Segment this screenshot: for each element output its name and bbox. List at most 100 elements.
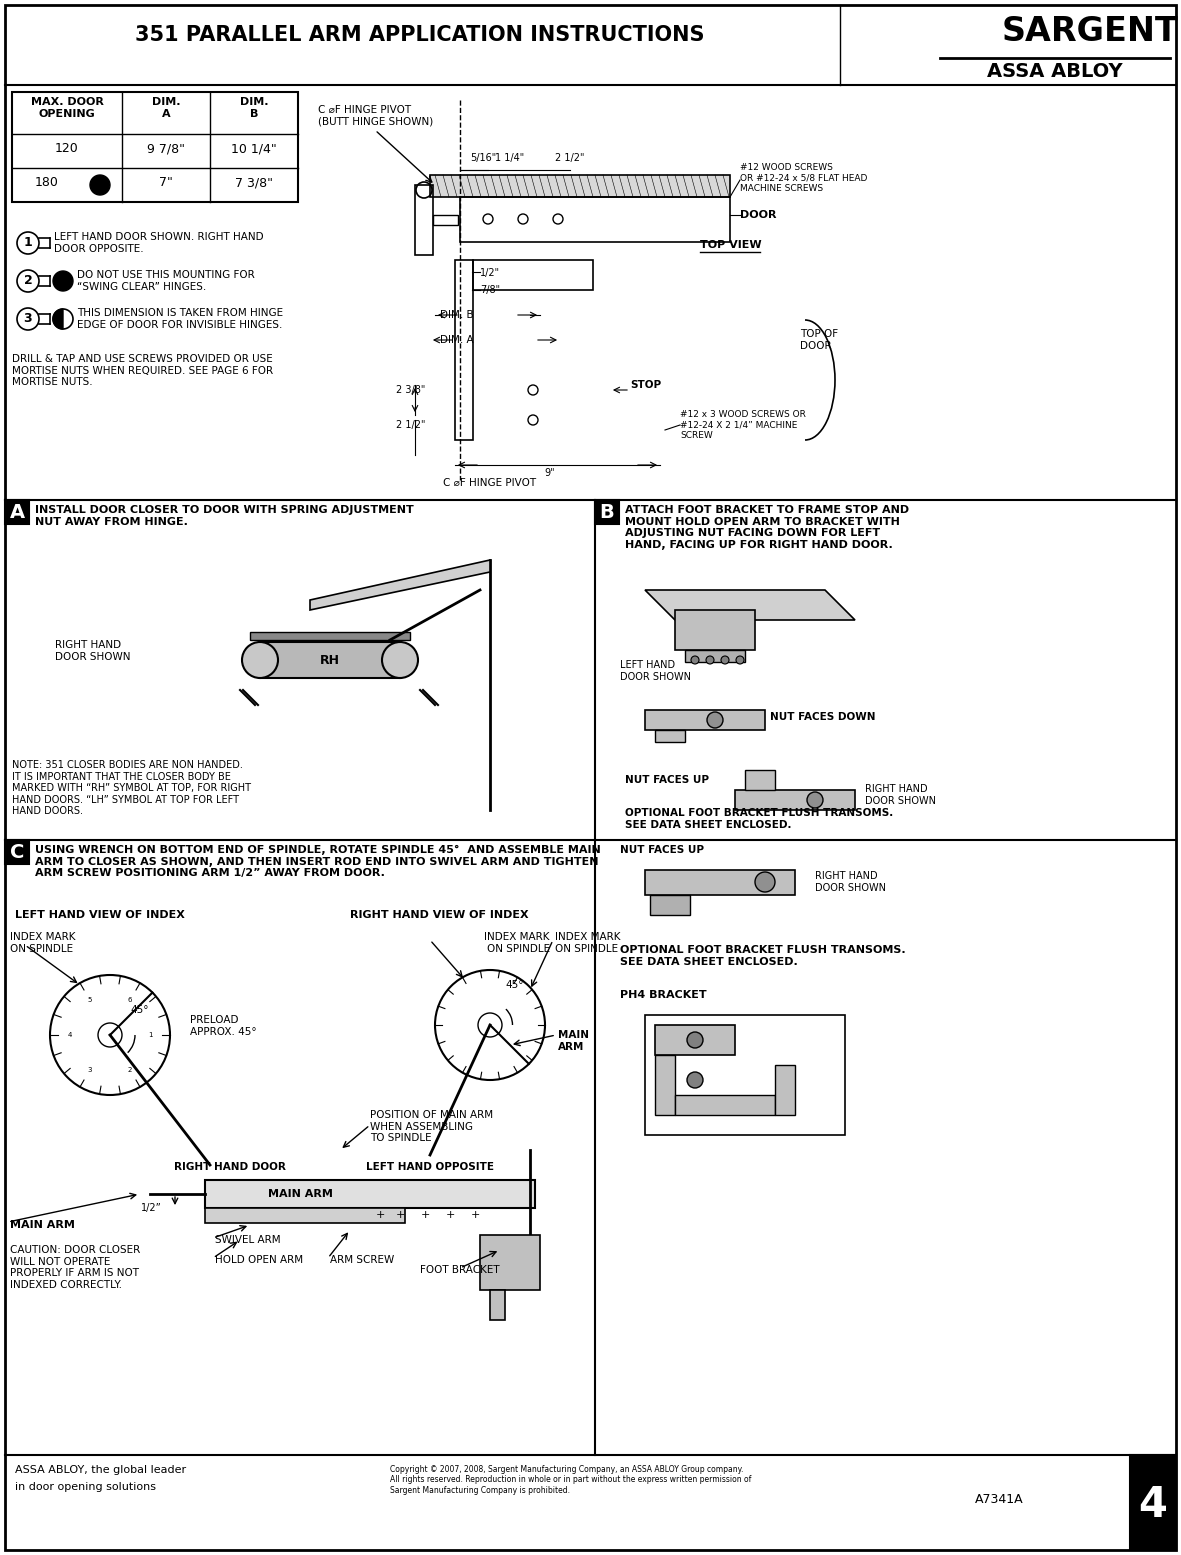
Text: RIGHT HAND VIEW OF INDEX: RIGHT HAND VIEW OF INDEX xyxy=(350,910,529,921)
Polygon shape xyxy=(309,560,490,610)
Circle shape xyxy=(707,712,723,728)
Circle shape xyxy=(691,656,699,664)
Text: RIGHT HAND DOOR: RIGHT HAND DOOR xyxy=(174,1162,286,1172)
Text: NUT FACES UP: NUT FACES UP xyxy=(620,844,704,855)
Text: NOTE: 351 CLOSER BODIES ARE NON HANDED.
IT IS IMPORTANT THAT THE CLOSER BODY BE
: NOTE: 351 CLOSER BODIES ARE NON HANDED. … xyxy=(12,760,252,816)
Text: ASSA ABLOY: ASSA ABLOY xyxy=(987,62,1123,81)
Text: ASSA ABLOY, the global leader: ASSA ABLOY, the global leader xyxy=(15,1465,187,1476)
Bar xyxy=(655,1025,735,1054)
Circle shape xyxy=(736,656,744,664)
Text: 7/8": 7/8" xyxy=(479,285,500,295)
Text: OPTIONAL FOOT BRACKET FLUSH TRANSOMS.
SEE DATA SHEET ENCLOSED.: OPTIONAL FOOT BRACKET FLUSH TRANSOMS. SE… xyxy=(625,809,893,830)
Text: DIM. A: DIM. A xyxy=(441,334,474,345)
Bar xyxy=(490,1291,505,1320)
Text: #12 x 3 WOOD SCREWS OR
#12-24 X 2 1/4” MACHINE
SCREW: #12 x 3 WOOD SCREWS OR #12-24 X 2 1/4” M… xyxy=(680,411,805,440)
Text: TOP OF
DOOR: TOP OF DOOR xyxy=(800,330,839,351)
Circle shape xyxy=(90,176,110,194)
Text: 180: 180 xyxy=(35,176,59,190)
Bar xyxy=(205,1180,535,1208)
Bar xyxy=(745,770,775,790)
Bar xyxy=(205,1208,405,1222)
Text: 45°: 45° xyxy=(505,980,523,991)
Text: MAIN ARM: MAIN ARM xyxy=(9,1221,74,1230)
Text: 3: 3 xyxy=(24,313,32,325)
Bar xyxy=(645,711,765,729)
Text: INDEX MARK
ON SPINDLE: INDEX MARK ON SPINDLE xyxy=(9,931,76,953)
Text: OPTIONAL FOOT BRACKET FLUSH TRANSOMS.
SEE DATA SHEET ENCLOSED.: OPTIONAL FOOT BRACKET FLUSH TRANSOMS. SE… xyxy=(620,945,906,967)
Text: 4: 4 xyxy=(1138,1483,1168,1525)
Text: NUT FACES DOWN: NUT FACES DOWN xyxy=(770,712,875,722)
Bar xyxy=(250,631,410,641)
Text: 7": 7" xyxy=(159,176,172,190)
Text: 5/16": 5/16" xyxy=(470,152,496,163)
Circle shape xyxy=(687,1033,703,1048)
Text: PRELOAD
APPROX. 45°: PRELOAD APPROX. 45° xyxy=(190,1015,256,1037)
Bar xyxy=(595,501,619,524)
Wedge shape xyxy=(53,309,63,330)
Text: DIM.
B: DIM. B xyxy=(240,96,268,118)
Text: 6: 6 xyxy=(128,997,132,1003)
Text: LEFT HAND OPPOSITE: LEFT HAND OPPOSITE xyxy=(366,1162,494,1172)
Text: 2 3/8": 2 3/8" xyxy=(396,386,425,395)
Text: DIM.
A: DIM. A xyxy=(151,96,181,118)
Text: B: B xyxy=(600,502,614,521)
Text: INDEX MARK
ON SPINDLE: INDEX MARK ON SPINDLE xyxy=(484,931,550,953)
Text: 3: 3 xyxy=(87,1067,92,1073)
Text: 7 3/8": 7 3/8" xyxy=(235,176,273,190)
Text: TOP VIEW: TOP VIEW xyxy=(700,239,762,250)
Text: 45°: 45° xyxy=(130,1005,149,1015)
Text: 4: 4 xyxy=(67,1033,72,1039)
Circle shape xyxy=(53,271,73,291)
Text: +: + xyxy=(420,1210,430,1221)
Text: A7341A: A7341A xyxy=(976,1493,1024,1505)
Text: NUT FACES UP: NUT FACES UP xyxy=(625,774,709,785)
Text: CAUTION: DOOR CLOSER
WILL NOT OPERATE
PROPERLY IF ARM IS NOT
INDEXED CORRECTLY.: CAUTION: DOOR CLOSER WILL NOT OPERATE PR… xyxy=(9,1246,141,1289)
Text: 9 7/8": 9 7/8" xyxy=(146,142,185,156)
Text: 10 1/4": 10 1/4" xyxy=(231,142,276,156)
Circle shape xyxy=(720,656,729,664)
Bar xyxy=(655,729,685,742)
Text: C: C xyxy=(9,843,24,861)
Circle shape xyxy=(755,872,775,893)
Bar xyxy=(474,260,593,289)
Text: INDEX MARK
ON SPINDLE: INDEX MARK ON SPINDLE xyxy=(555,931,620,953)
Text: RIGHT HAND
DOOR SHOWN: RIGHT HAND DOOR SHOWN xyxy=(56,641,130,661)
Bar xyxy=(645,869,795,896)
Text: MAIN
ARM: MAIN ARM xyxy=(557,1029,589,1051)
Text: DO NOT USE THIS MOUNTING FOR
“SWING CLEAR” HINGES.: DO NOT USE THIS MOUNTING FOR “SWING CLEA… xyxy=(77,271,255,292)
Text: 351 PARALLEL ARM APPLICATION INSTRUCTIONS: 351 PARALLEL ARM APPLICATION INSTRUCTION… xyxy=(136,25,705,45)
Text: SARGENT: SARGENT xyxy=(1001,16,1179,48)
Text: 1 1/4": 1 1/4" xyxy=(495,152,524,163)
Text: POSITION OF MAIN ARM
WHEN ASSEMBLING
TO SPINDLE: POSITION OF MAIN ARM WHEN ASSEMBLING TO … xyxy=(370,1110,494,1143)
Circle shape xyxy=(381,642,418,678)
Bar xyxy=(650,896,690,914)
Text: A: A xyxy=(9,502,25,521)
Bar xyxy=(685,650,745,662)
Text: 9": 9" xyxy=(544,468,555,477)
Bar xyxy=(260,642,400,678)
Text: LEFT HAND DOOR SHOWN. RIGHT HAND
DOOR OPPOSITE.: LEFT HAND DOOR SHOWN. RIGHT HAND DOOR OP… xyxy=(54,232,263,253)
Bar xyxy=(676,1095,775,1115)
Bar xyxy=(461,197,730,243)
Bar xyxy=(433,215,458,225)
Text: FOOT BRACKET: FOOT BRACKET xyxy=(420,1266,500,1275)
Text: ARM SCREW: ARM SCREW xyxy=(329,1255,394,1266)
Text: 1: 1 xyxy=(24,236,32,249)
Text: +: + xyxy=(445,1210,455,1221)
Text: 2 1/2": 2 1/2" xyxy=(555,152,585,163)
Text: USING WRENCH ON BOTTOM END OF SPINDLE, ROTATE SPINDLE 45°  AND ASSEMBLE MAIN
ARM: USING WRENCH ON BOTTOM END OF SPINDLE, R… xyxy=(35,844,601,879)
Bar xyxy=(455,260,474,440)
Text: PH4 BRACKET: PH4 BRACKET xyxy=(620,991,706,1000)
Polygon shape xyxy=(645,589,855,620)
Bar xyxy=(415,185,433,255)
Text: SWIVEL ARM: SWIVEL ARM xyxy=(215,1235,281,1246)
Bar xyxy=(676,610,755,650)
Bar xyxy=(1130,1455,1176,1550)
Text: 2: 2 xyxy=(128,1067,132,1073)
Circle shape xyxy=(687,1071,703,1088)
Circle shape xyxy=(242,642,278,678)
Text: 2: 2 xyxy=(24,275,32,288)
Text: 1/2”: 1/2” xyxy=(142,1204,162,1213)
Text: MAIN ARM: MAIN ARM xyxy=(268,1190,332,1199)
Text: +: + xyxy=(470,1210,479,1221)
